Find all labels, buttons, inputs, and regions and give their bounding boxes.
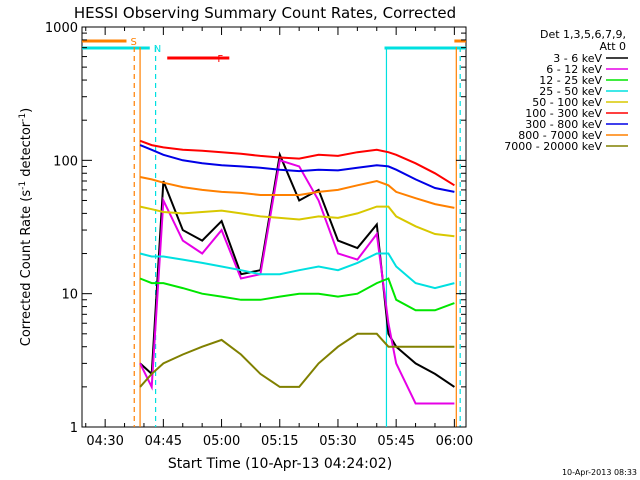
x-tick-label: 05:30 <box>319 434 356 449</box>
series-lines <box>139 139 455 405</box>
legend-label: 800 - 7000 keV <box>518 129 602 142</box>
y-tick-label: 1 <box>70 421 78 436</box>
series-line <box>139 252 455 290</box>
series-line <box>139 144 455 193</box>
plot-area <box>81 26 467 428</box>
legend-label: 300 - 800 keV <box>525 118 602 131</box>
legend-label: 12 - 25 keV <box>539 74 602 87</box>
y-axis-label-main: Corrected Count Rate (s <box>19 190 34 347</box>
legend-label: 100 - 300 keV <box>525 107 602 120</box>
attenuator-markers <box>133 47 461 427</box>
series-line <box>139 332 455 388</box>
legend-header-line2: Att 0 <box>600 40 626 53</box>
y-tick-label: 100 <box>53 154 78 169</box>
x-axis-label: Start Time (10-Apr-13 04:24:02) <box>168 456 392 472</box>
x-tick-label: 04:30 <box>86 434 123 449</box>
legend-label: 6 - 12 keV <box>546 63 602 76</box>
legend-label: 3 - 6 keV <box>553 52 602 65</box>
y-tick-label: 1000 <box>45 21 78 36</box>
y-axis-label-end: ) <box>19 108 34 113</box>
legend-label: 25 - 50 keV <box>539 85 602 98</box>
y-axis-label: Corrected Count Rate (s-1 detector-1) <box>18 108 34 346</box>
x-tick-label: 05:15 <box>261 434 298 449</box>
data-quality-flags: S N F <box>82 37 466 65</box>
series-line <box>139 159 455 405</box>
y-axis-label-sup1: -1 <box>18 181 28 190</box>
x-tick-label: 05:00 <box>203 434 240 449</box>
flag-label-F: F <box>217 54 223 65</box>
axes: 04:30 04:45 05:00 05:15 05:30 05:45 06:00 1 10 10… <box>45 21 473 449</box>
legend-header-line1: Det 1,3,5,6,7,9, <box>540 28 626 41</box>
x-tick-label: 05:45 <box>377 434 414 449</box>
series-line <box>139 205 455 238</box>
y-axis-label-sup2: -1 <box>18 113 28 122</box>
series-line <box>139 277 455 312</box>
x-tick-label: 06:00 <box>436 434 473 449</box>
plot-frame <box>81 26 467 428</box>
flag-label-N: N <box>154 44 161 55</box>
flag-label-S: S <box>130 37 136 48</box>
legend-label: 7000 - 20000 keV <box>504 140 602 153</box>
y-axis-label-mid: detector <box>19 121 34 181</box>
chart-title: HESSI Observing Summary Count Rates, Cor… <box>74 4 456 22</box>
series-line <box>139 176 455 209</box>
series-line <box>139 139 455 187</box>
timestamp: 10-Apr-2013 08:33 <box>562 468 637 477</box>
y-tick-label: 10 <box>61 288 78 303</box>
legend-label: 50 - 100 keV <box>532 96 602 109</box>
x-tick-label: 04:45 <box>145 434 182 449</box>
